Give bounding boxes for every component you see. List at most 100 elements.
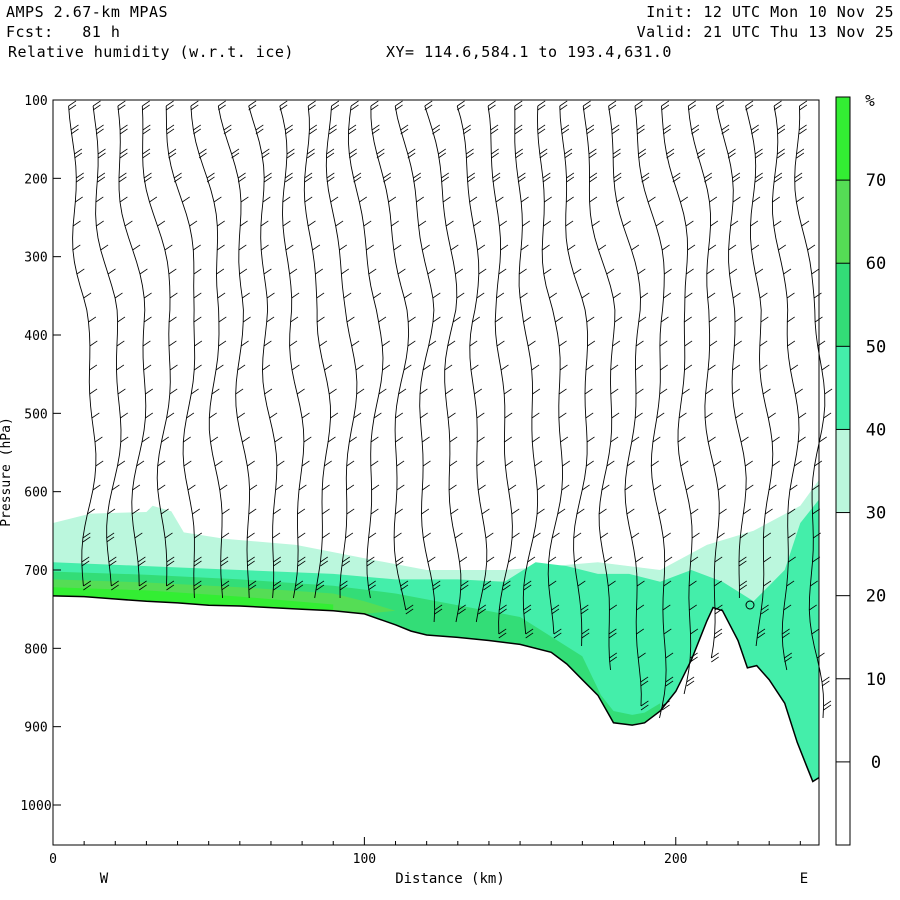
wind-barb-column xyxy=(248,105,278,599)
colorbar-frame xyxy=(835,96,851,846)
wind-barb-column xyxy=(687,105,720,659)
wind-barb-column xyxy=(217,105,251,599)
west-label: W xyxy=(100,871,109,887)
wind-barb-column xyxy=(661,105,693,695)
wind-barb-flags xyxy=(424,100,469,615)
wind-barb-flags xyxy=(165,100,203,591)
y-tick-label: 100 xyxy=(24,94,47,109)
x-tick-label: 0 xyxy=(49,852,57,867)
wind-barb-flags xyxy=(248,100,285,591)
colorbar-label: 60 xyxy=(866,254,886,274)
wind-barb-flags xyxy=(304,100,339,591)
colorbar: 70 60 50 40 30 20 10 0 xyxy=(835,96,886,846)
wind-barb-column xyxy=(424,105,462,623)
wind-barb-column xyxy=(771,105,800,671)
y-tick-label: 500 xyxy=(24,407,47,422)
y-tick-label: 400 xyxy=(24,329,47,344)
wind-barb-flags xyxy=(190,100,230,591)
x-tick-label: 100 xyxy=(353,852,376,867)
wind-barb-column xyxy=(370,105,410,611)
rh-shading xyxy=(53,479,819,782)
wind-barb-flags xyxy=(68,100,104,591)
wind-barb-column xyxy=(487,105,513,635)
wind-barb-column xyxy=(559,105,589,647)
wind-barb-flags xyxy=(218,100,258,591)
y-tick-label: 900 xyxy=(24,721,47,736)
model-title: AMPS 2.67-km MPAS xyxy=(6,3,169,21)
axes: 0 100 200 100 200 300 400 500 600 700 800 900 1000 xyxy=(20,94,801,867)
colorbar-label: 50 xyxy=(866,337,886,357)
valid-time: Valid: 21 UTC Thu 13 Nov 25 xyxy=(636,23,894,41)
wind-barb-flags xyxy=(634,100,674,711)
rh-region xyxy=(53,587,334,611)
wind-barb-column xyxy=(456,105,488,623)
wind-barb-flags xyxy=(117,100,154,591)
colorbar-label: 40 xyxy=(866,420,886,440)
wind-barb-column xyxy=(794,105,826,719)
x-tick-label: 200 xyxy=(664,852,687,867)
east-label: E xyxy=(800,871,808,887)
section-coordinates: XY= 114.6,584.1 to 193.4,631.0 xyxy=(386,43,672,61)
station-marker xyxy=(745,600,755,610)
wind-barb-flags xyxy=(559,100,596,639)
wind-barb-flags xyxy=(326,100,365,591)
x-axis-label: Distance (km) xyxy=(395,871,505,887)
wind-barb-flags xyxy=(92,100,129,591)
wind-barb-column xyxy=(303,105,331,599)
wind-barb-flags xyxy=(716,100,754,591)
colorbar-label: 70 xyxy=(866,171,886,191)
wind-barb-column xyxy=(325,105,358,599)
wind-barb-column xyxy=(634,105,667,719)
wind-barb-flags xyxy=(582,100,623,663)
colorbar-label: 30 xyxy=(866,504,886,524)
colorbar-unit: % xyxy=(865,91,875,110)
wind-barb-column xyxy=(715,105,747,598)
wind-barb-flags xyxy=(794,100,833,711)
wind-barb-column xyxy=(745,105,774,647)
wind-barb-column xyxy=(190,105,224,599)
colorbar-bin xyxy=(836,346,850,430)
field-name: Relative humidity (w.r.t. ice) xyxy=(8,43,294,61)
terrain-line xyxy=(52,595,820,783)
wind-barb-column xyxy=(514,105,539,635)
wind-barb-flags xyxy=(348,100,391,591)
y-tick-label: 600 xyxy=(24,486,47,501)
wind-barb-column xyxy=(347,105,384,599)
wind-barb-flags xyxy=(772,100,807,663)
y-tick-label: 300 xyxy=(24,251,47,266)
wind-barb-flags xyxy=(370,100,416,615)
init-time: Init: 12 UTC Mon 10 Nov 25 xyxy=(646,3,894,21)
colorbar-bin xyxy=(836,429,850,513)
wind-barb-flags xyxy=(487,100,520,639)
y-tick-label: 1000 xyxy=(20,799,51,814)
wind-barb-flags xyxy=(142,100,178,591)
plot-frame xyxy=(52,99,820,846)
wind-barb-column xyxy=(279,105,305,599)
y-tick-label: 800 xyxy=(24,642,47,657)
y-tick-label: 700 xyxy=(24,564,47,579)
wind-barb-flags xyxy=(394,100,443,615)
wind-barb-column xyxy=(537,105,563,635)
colorbar-label: 20 xyxy=(866,587,886,607)
colorbar-bin xyxy=(836,97,850,181)
colorbar-label: 10 xyxy=(866,670,886,690)
wind-barb-column xyxy=(394,105,436,623)
colorbar-bin xyxy=(836,263,850,347)
wind-barb-flags xyxy=(688,100,727,663)
wind-barb-flags xyxy=(745,100,780,639)
wind-barb-flags xyxy=(608,100,649,711)
wind-barb-column xyxy=(608,105,642,707)
wind-barb-column xyxy=(165,105,196,599)
y-axis-label: Pressure (hPa) xyxy=(0,417,14,527)
colorbar-bin xyxy=(836,180,850,264)
rh-region xyxy=(53,499,819,782)
colorbar-label: 0 xyxy=(871,753,881,773)
wind-barb-flags xyxy=(537,100,571,639)
wind-barb-flags xyxy=(514,100,545,639)
y-tick-label: 200 xyxy=(24,172,47,187)
wind-barb-column xyxy=(582,105,616,671)
wind-barb-flags xyxy=(456,100,495,615)
forecast-hour: Fcst: 81 h xyxy=(6,23,121,41)
wind-barbs xyxy=(68,100,833,719)
